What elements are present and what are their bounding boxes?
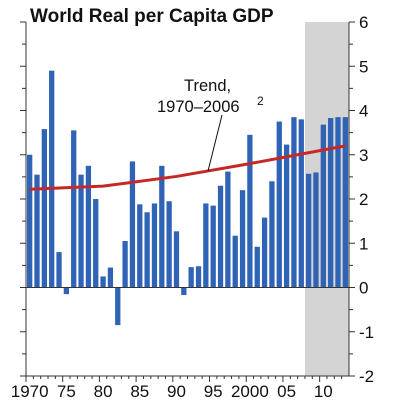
bar-1977: [78, 174, 84, 288]
chart-title: World Real per Capita GDP: [30, 6, 274, 27]
bar-2000: [247, 134, 253, 288]
bar-1987: [151, 203, 158, 288]
trend-line: [29, 144, 346, 191]
y-tick-label: 2: [359, 190, 368, 209]
bar-1974: [56, 252, 62, 288]
x-tick-label: 2000: [231, 382, 269, 401]
bar-2013: [342, 117, 348, 288]
bar-2004: [276, 121, 282, 288]
bar-1981: [107, 267, 114, 288]
y-tick-label: 4: [359, 102, 368, 121]
bar-1988: [159, 165, 165, 288]
bar-1971: [34, 174, 40, 288]
annotation-leader-line: [207, 114, 223, 172]
bar-1976: [71, 130, 77, 288]
trend-line-group: [29, 144, 346, 191]
bar-2002: [261, 217, 268, 288]
bar-1980: [100, 276, 106, 288]
bar-2012: [335, 117, 341, 288]
annotation-line-1: Trend,: [184, 77, 231, 95]
bar-1993: [195, 266, 202, 288]
bar-1998: [232, 235, 238, 288]
bar-1997: [225, 171, 231, 288]
trend-annotation: Trend, 1970–2006 2: [157, 77, 264, 172]
bar-2005: [283, 144, 290, 288]
bar-1978: [85, 165, 92, 288]
bar-series: [27, 70, 348, 326]
bar-1985: [137, 204, 143, 288]
x-tick-label: 95: [204, 382, 223, 401]
bar-1999: [239, 190, 246, 288]
bar-2008: [305, 173, 312, 288]
bar-1972: [41, 129, 47, 288]
x-tick-label: 05: [277, 382, 296, 401]
bar-2007: [298, 119, 304, 288]
bar-2001: [254, 246, 260, 288]
y-tick-label: 0: [359, 279, 368, 298]
x-tick-label: 75: [57, 382, 76, 401]
y-tick-label: 5: [359, 57, 368, 76]
bar-1984: [129, 161, 136, 288]
bar-1989: [166, 201, 172, 288]
bar-1979: [93, 199, 99, 288]
bar-1973: [49, 70, 55, 288]
x-tick-label: 1970: [11, 382, 49, 401]
bar-1992: [188, 267, 194, 288]
bar-1975: [63, 287, 70, 295]
x-tick-label: 10: [314, 382, 333, 401]
x-tick-label: 90: [167, 382, 186, 401]
bar-1994: [203, 203, 209, 288]
bar-1991: [181, 287, 187, 296]
bar-1996: [217, 185, 224, 288]
y-tick-label: 1: [359, 234, 368, 253]
bar-1982: [115, 287, 121, 326]
x-tick-label: 85: [130, 382, 149, 401]
axes: -2 -1 0 1 2 3 4 5 6 1970 75 80 85 90 95 2000 05 10: [11, 13, 374, 401]
y-tick-label: -2: [359, 367, 374, 386]
annotation-line-2: 1970–2006: [157, 98, 240, 116]
annotation-superscript: 2: [257, 94, 264, 108]
y-tick-label: 3: [359, 146, 368, 165]
x-tick-label: 80: [94, 382, 113, 401]
bar-1983: [122, 241, 128, 288]
bar-2009: [313, 172, 319, 288]
bar-1995: [210, 205, 216, 288]
bar-2011: [328, 118, 334, 288]
y-tick-label: 6: [359, 13, 368, 32]
y-tick-label: -1: [359, 323, 374, 342]
bar-2010: [320, 124, 326, 288]
bar-2003: [269, 181, 275, 288]
bar-2006: [291, 117, 297, 288]
bar-1986: [144, 212, 150, 288]
bar-1990: [173, 231, 180, 288]
shaded-projection-region: [304, 22, 349, 376]
forecast-shading: [304, 22, 349, 376]
bar-1970: [27, 154, 33, 288]
